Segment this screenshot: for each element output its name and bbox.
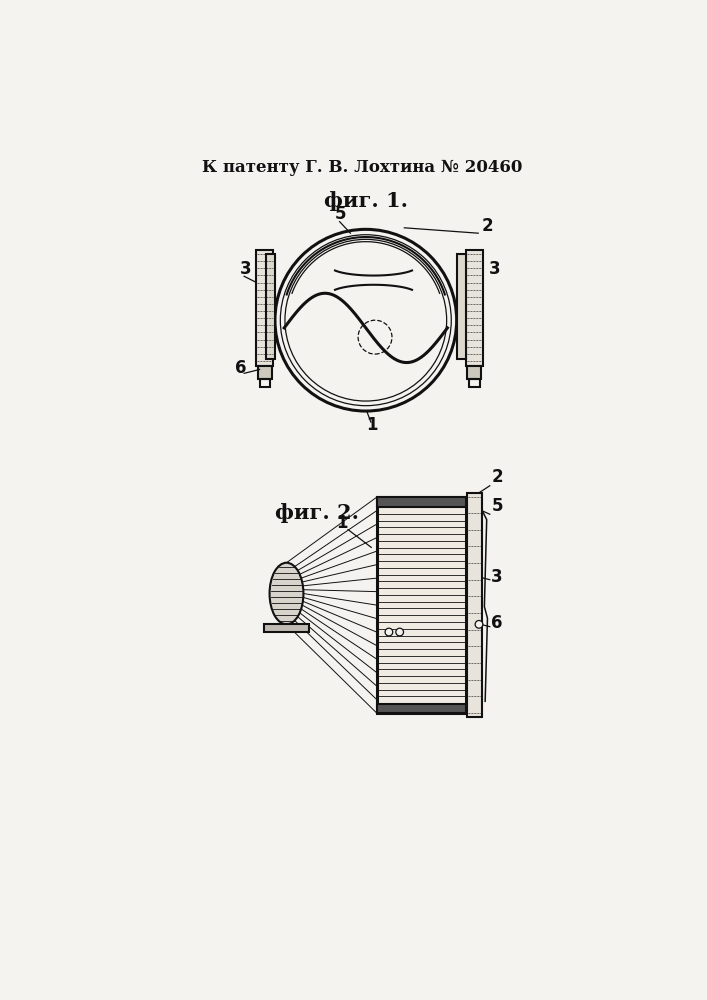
Circle shape [396,628,404,636]
Text: 1: 1 [337,514,348,532]
Bar [467,366,481,379]
Bar [466,250,483,366]
Text: 3: 3 [489,260,501,278]
Text: 5: 5 [491,497,503,515]
Bar [257,250,274,366]
Bar [377,497,466,713]
Circle shape [475,620,483,628]
Text: К патенту Г. В. Лохтина № 20460: К патенту Г. В. Лохтина № 20460 [201,159,522,176]
Bar [377,497,466,507]
Text: 2: 2 [481,217,493,235]
Text: 2: 2 [491,468,503,486]
Bar [264,624,308,632]
Bar [457,254,466,359]
Text: 6: 6 [491,614,503,632]
Circle shape [385,628,393,636]
Text: 6: 6 [235,359,247,377]
Text: 1: 1 [366,416,378,434]
Bar [467,493,482,717]
Bar [259,379,270,387]
Text: 3: 3 [240,260,251,278]
Text: 5: 5 [335,205,346,223]
Bar [469,379,480,387]
Bar [377,704,466,713]
Text: фиг. 1.: фиг. 1. [324,191,408,211]
Bar [258,366,272,379]
Text: 3: 3 [491,568,503,586]
Text: фиг. 2.: фиг. 2. [275,503,359,523]
Ellipse shape [269,563,303,624]
Bar [266,254,275,359]
